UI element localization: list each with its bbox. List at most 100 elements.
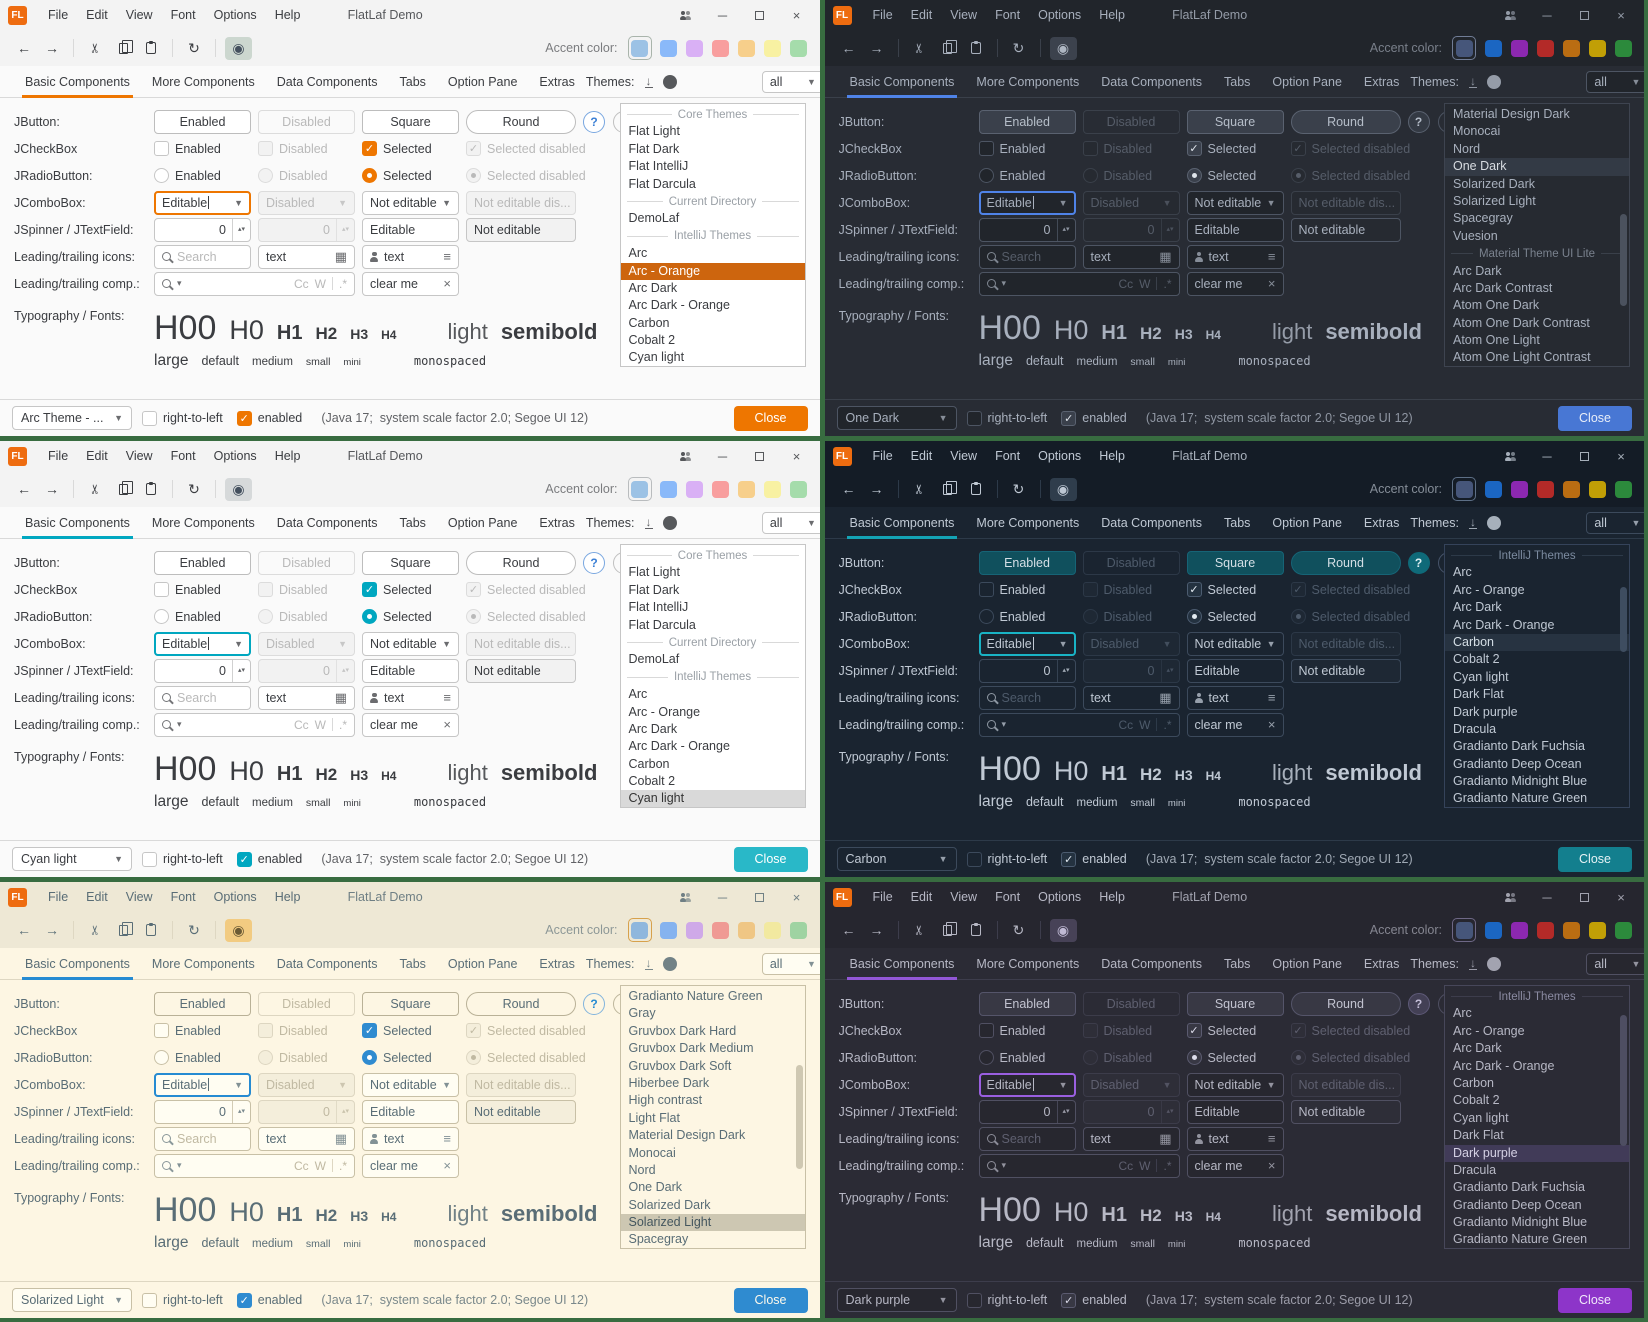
chevron-down-icon[interactable]: ▾	[177, 719, 182, 729]
close-window-button[interactable]: ×	[1617, 889, 1625, 905]
tab-option-pane[interactable]: Option Pane	[447, 956, 518, 971]
theme-item-gradianto-nature-green[interactable]: Gradianto Nature Green	[1453, 791, 1588, 806]
enabled-checkbox[interactable]: ✓ enabled	[236, 851, 302, 867]
accent-swatch-7[interactable]	[1614, 480, 1632, 498]
accent-swatch-2[interactable]	[1484, 480, 1502, 498]
clear-icon[interactable]: ×	[1267, 276, 1276, 291]
tab-extras[interactable]: Extras	[539, 515, 575, 530]
enabled-checkbox[interactable]: ✓ enabled	[236, 410, 302, 426]
cut-icon[interactable]: ✂	[911, 42, 927, 54]
right-to-left-checkbox[interactable]: right-to-left	[966, 851, 1047, 867]
themes-filter-select[interactable]: all ▼	[1586, 511, 1644, 534]
combobox-editable[interactable]: Editable ▼	[154, 631, 251, 656]
scrollbar-thumb[interactable]	[1620, 1014, 1627, 1146]
combobox-not-editable[interactable]: Not editable ▼	[362, 190, 459, 215]
menu-item-edit[interactable]: Edit	[910, 449, 933, 463]
accent-swatch-2[interactable]	[1484, 921, 1502, 939]
whole-words-toggle[interactable]: W	[1139, 276, 1151, 291]
enabled-checkbox[interactable]: ✓ enabled	[236, 1292, 302, 1308]
radio-enabled[interactable]: Enabled	[978, 1050, 1076, 1065]
search-input-with-options[interactable]: ▾ Cc W .*	[154, 271, 355, 296]
enabled-button[interactable]: Enabled	[154, 991, 251, 1016]
paste-icon[interactable]	[964, 918, 988, 942]
theme-item-one-dark[interactable]: One Dark	[1445, 158, 1629, 176]
back-icon[interactable]: ←	[17, 922, 31, 938]
show-hidden-eye-icon[interactable]: ◉	[225, 36, 252, 60]
scrollbar-thumb[interactable]	[1620, 214, 1627, 306]
back-icon[interactable]: ←	[17, 481, 31, 497]
menu-item-view[interactable]: View	[125, 449, 153, 463]
whole-words-toggle[interactable]: W	[314, 717, 326, 732]
theme-item-flat-light[interactable]: Flat Light	[628, 565, 680, 580]
users-icon[interactable]	[671, 445, 701, 467]
menu-item-view[interactable]: View	[950, 8, 978, 22]
list-icon[interactable]: ≡	[1267, 1131, 1276, 1146]
minimize-button[interactable]: ─	[717, 7, 728, 23]
theme-item-gradianto-midnight-blue[interactable]: Gradianto Midnight Blue	[1453, 1215, 1588, 1230]
checkbox-selected[interactable]: ✓ Selected	[362, 582, 459, 597]
tab-extras[interactable]: Extras	[539, 74, 575, 89]
tab-tabs[interactable]: Tabs	[1224, 74, 1251, 89]
regex-toggle[interactable]: .*	[1163, 1158, 1172, 1173]
theme-item-atom-one-dark[interactable]: Atom One Dark	[1453, 298, 1540, 313]
back-icon[interactable]: ←	[17, 40, 31, 56]
theme-item-dark-flat[interactable]: Dark Flat	[1453, 687, 1504, 702]
theme-item-dark-purple[interactable]: Dark purple	[1445, 1144, 1629, 1162]
themes-filter-select[interactable]: all ▼	[1586, 70, 1644, 93]
square-button[interactable]: Square	[362, 550, 459, 575]
accent-swatch-5[interactable]	[1562, 921, 1580, 939]
theme-item-solarized-dark[interactable]: Solarized Dark	[628, 1197, 711, 1212]
theme-item-cyan-light[interactable]: Cyan light	[1453, 669, 1509, 684]
theme-item-high-contrast[interactable]: High contrast	[628, 1093, 703, 1108]
text-input-calendar[interactable]: text ▦	[258, 244, 355, 269]
combobox-not-editable[interactable]: Not editable ▼	[362, 631, 459, 656]
checkbox-box[interactable]	[978, 582, 994, 597]
checkbox-box[interactable]	[978, 141, 994, 156]
menu-item-view[interactable]: View	[950, 449, 978, 463]
list-icon[interactable]: ≡	[443, 690, 451, 705]
search-input[interactable]: Search	[978, 685, 1076, 710]
accent-swatch-3[interactable]	[1510, 480, 1528, 498]
theme-item-cobalt-2[interactable]: Cobalt 2	[628, 333, 676, 348]
theme-item-demolaf[interactable]: DemoLaf	[628, 652, 680, 667]
square-button[interactable]: Square	[1186, 550, 1284, 575]
paste-icon[interactable]	[139, 36, 163, 60]
search-input[interactable]: Search	[978, 244, 1076, 269]
accent-swatch-7[interactable]	[1614, 921, 1632, 939]
text-input-calendar[interactable]: text ▦	[1082, 1126, 1180, 1151]
radio-box[interactable]	[1186, 168, 1202, 183]
theme-item-gray[interactable]: Gray	[628, 1006, 656, 1021]
theme-item-spacegray[interactable]: Spacegray	[1453, 211, 1513, 226]
minimize-button[interactable]: ─	[717, 448, 728, 464]
menu-item-view[interactable]: View	[125, 8, 153, 22]
checkbox-box[interactable]: ✓	[362, 141, 377, 156]
themes-filter-select[interactable]: all ▼	[1586, 952, 1644, 975]
spinner-arrows-icon[interactable]: ▴▾	[1056, 659, 1075, 682]
theme-item-cyan-light[interactable]: Cyan light	[1453, 1110, 1509, 1125]
radio-box[interactable]	[154, 1050, 169, 1065]
theme-item-cobalt-2[interactable]: Cobalt 2	[1453, 652, 1500, 667]
tab-extras[interactable]: Extras	[539, 956, 575, 971]
radio-box[interactable]	[978, 168, 994, 183]
spinner[interactable]: 0 ▴▾	[978, 1099, 1076, 1124]
cut-icon[interactable]: ✂	[87, 483, 102, 495]
spinner-arrows-icon[interactable]: ▴▾	[232, 1100, 250, 1123]
round-button[interactable]: Round	[1290, 550, 1401, 575]
checkbox-selected[interactable]: ✓ Selected	[1186, 582, 1284, 597]
tab-more-components[interactable]: More Components	[151, 74, 255, 89]
forward-icon[interactable]: →	[869, 481, 884, 497]
regex-toggle[interactable]: .*	[338, 1158, 347, 1173]
right-to-left-checkbox[interactable]: right-to-left	[966, 1292, 1047, 1308]
themes-filter-select[interactable]: all ▼	[761, 952, 820, 975]
match-case-toggle[interactable]: Cc	[1118, 717, 1134, 732]
theme-item-arc-dark[interactable]: Arc Dark	[1453, 263, 1502, 278]
download-icon[interactable]: ↓	[644, 514, 653, 529]
checkbox-box[interactable]: ✓	[362, 1023, 377, 1038]
themes-list[interactable]: Material Design Dark Monocai Nord One Dark S…	[1444, 103, 1630, 367]
theme-item-carbon[interactable]: Carbon	[1445, 633, 1629, 652]
github-icon[interactable]	[662, 956, 677, 971]
combobox-editable[interactable]: Editable ▼	[978, 1072, 1076, 1097]
combobox-editable[interactable]: Editable ▼	[978, 190, 1076, 215]
spinner-arrows-icon[interactable]: ▴▾	[1056, 1100, 1075, 1123]
theme-item-dark-purple[interactable]: Dark purple	[1453, 704, 1518, 719]
